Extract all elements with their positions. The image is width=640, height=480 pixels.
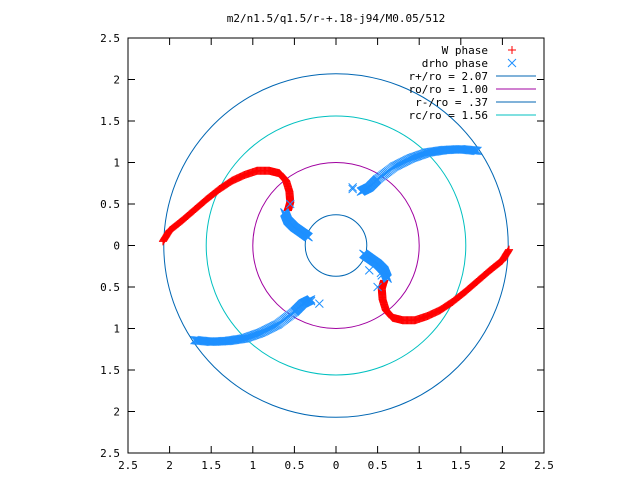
x-tick-label: 2.5 xyxy=(118,459,138,472)
y-tick-label: 0.5 xyxy=(100,198,120,211)
legend-label: ro/ro = 1.00 xyxy=(409,83,488,96)
legend-label: drho phase xyxy=(422,57,488,70)
x-tick-label: 2 xyxy=(166,459,173,472)
drho-phase-point xyxy=(373,282,382,292)
legend-swatch xyxy=(508,46,516,54)
drho-phase-point xyxy=(348,184,357,194)
x-tick-label: 0 xyxy=(333,459,340,472)
y-tick-label: 1.5 xyxy=(100,115,120,128)
legend-label: r+/ro = 2.07 xyxy=(409,70,488,83)
axis-ticks: 2.5 2 1.5 1 0.5 0 0.5 1 1.5 2 2.52.521.510.500.511… xyxy=(100,32,554,472)
circle-r-0-37 xyxy=(304,214,368,277)
circle-r-1-56 xyxy=(205,115,467,376)
y-tick-label: 1.5 xyxy=(100,364,120,377)
circle-r-1 xyxy=(252,162,420,329)
x-tick-label: 1.5 xyxy=(451,459,471,472)
drho-phase-point xyxy=(190,335,199,345)
x-tick-label: 1 xyxy=(249,459,256,472)
phase-points xyxy=(158,144,514,347)
y-tick-label: 2 xyxy=(113,74,120,87)
drho-phase-point xyxy=(193,336,203,345)
drho-phase-point xyxy=(377,271,387,280)
legend-swatch xyxy=(507,58,517,68)
y-tick-label: 1 xyxy=(113,157,120,170)
y-tick-label: 2.5 xyxy=(100,32,120,45)
y-tick-label: 0 xyxy=(113,240,120,253)
x-tick-label: 1 xyxy=(416,459,423,472)
y-tick-label: 0.5 xyxy=(100,281,120,294)
circle-r-2-07 xyxy=(163,73,509,418)
y-tick-label: 2 xyxy=(113,406,120,419)
drho-phase-point xyxy=(359,249,368,259)
drho-phase-point xyxy=(376,268,386,278)
drho-phase-point xyxy=(285,199,295,209)
drho-phase-point xyxy=(364,266,374,275)
drho-phase-point xyxy=(473,146,482,156)
drho-phase-point xyxy=(304,232,313,242)
chart-title: m2/n1.5/q1.5/r-+.18-j94/M0.05/512 xyxy=(227,12,446,25)
drho-phase-point xyxy=(470,146,480,155)
x-tick-label: 0.5 xyxy=(368,459,388,472)
drho-phase-point xyxy=(469,146,479,155)
x-tick-label: 0.5 xyxy=(284,459,304,472)
drho-phase-point xyxy=(191,335,201,345)
x-tick-label: 2 xyxy=(499,459,506,472)
drho-phase-point xyxy=(315,299,324,308)
radius-circles xyxy=(163,73,509,418)
legend-label: W phase xyxy=(442,44,488,57)
drho-phase-point xyxy=(348,183,357,192)
legend-label: rc/ro = 1.56 xyxy=(409,109,488,122)
drho-phase-point xyxy=(306,296,316,306)
drho-phase-point xyxy=(471,146,481,156)
x-tick-label: 1.5 xyxy=(201,459,221,472)
x-tick-label: 2.5 xyxy=(534,459,554,472)
y-tick-label: 1 xyxy=(113,323,120,336)
drho-phase-point xyxy=(192,336,202,345)
y-tick-label: 2.5 xyxy=(100,447,120,460)
legend-label: r-/ro = .37 xyxy=(415,96,488,109)
